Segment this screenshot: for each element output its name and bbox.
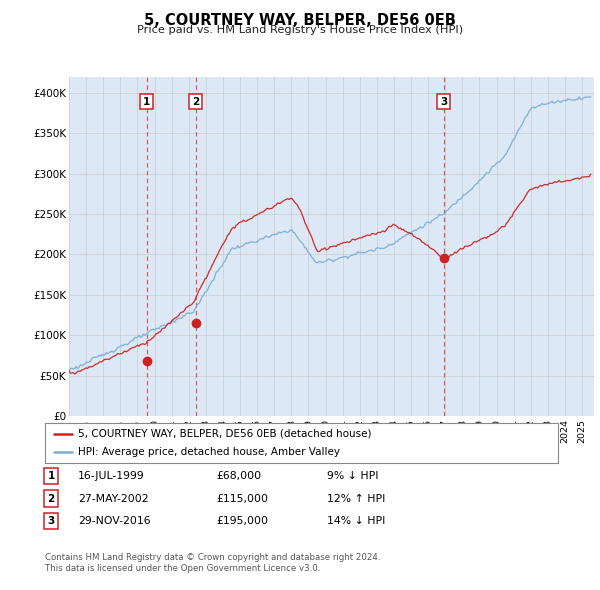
Text: 5, COURTNEY WAY, BELPER, DE56 0EB: 5, COURTNEY WAY, BELPER, DE56 0EB [144,13,456,28]
Text: 16-JUL-1999: 16-JUL-1999 [78,471,145,481]
Text: Contains HM Land Registry data © Crown copyright and database right 2024.: Contains HM Land Registry data © Crown c… [45,553,380,562]
Text: 2: 2 [47,494,55,503]
Text: £195,000: £195,000 [216,516,268,526]
Text: This data is licensed under the Open Government Licence v3.0.: This data is licensed under the Open Gov… [45,565,320,573]
Text: £68,000: £68,000 [216,471,261,481]
Text: 3: 3 [440,97,448,107]
Text: 1: 1 [47,471,55,481]
Text: 27-MAY-2002: 27-MAY-2002 [78,494,149,503]
Text: 3: 3 [47,516,55,526]
Text: 5, COURTNEY WAY, BELPER, DE56 0EB (detached house): 5, COURTNEY WAY, BELPER, DE56 0EB (detac… [79,429,372,439]
Text: 1: 1 [143,97,150,107]
Text: 12% ↑ HPI: 12% ↑ HPI [327,494,385,503]
Text: Price paid vs. HM Land Registry's House Price Index (HPI): Price paid vs. HM Land Registry's House … [137,25,463,35]
Text: 9% ↓ HPI: 9% ↓ HPI [327,471,379,481]
Text: 29-NOV-2016: 29-NOV-2016 [78,516,151,526]
Text: 2: 2 [192,97,199,107]
Text: HPI: Average price, detached house, Amber Valley: HPI: Average price, detached house, Ambe… [79,447,340,457]
Bar [146,77,196,416]
Text: £115,000: £115,000 [216,494,268,503]
Text: 14% ↓ HPI: 14% ↓ HPI [327,516,385,526]
